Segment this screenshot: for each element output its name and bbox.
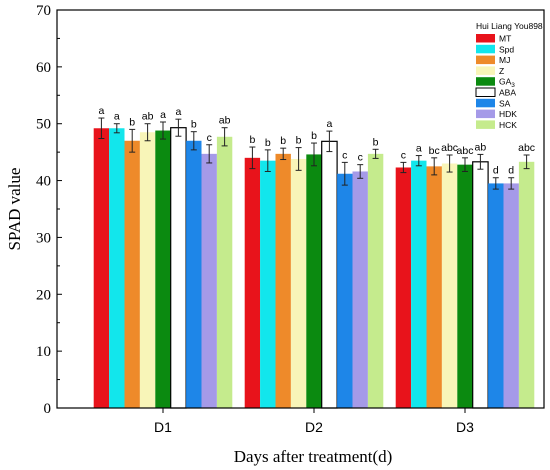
bar-hdk-d2 bbox=[352, 171, 368, 408]
bar-mj-d1 bbox=[124, 140, 140, 408]
bar-sa-d3 bbox=[488, 183, 504, 408]
y-tick-label-60: 60 bbox=[36, 60, 51, 76]
significance-label-sa-d2: c bbox=[342, 149, 347, 161]
significance-label-hck-d1: ab bbox=[219, 115, 231, 127]
significance-label-mt-d1: a bbox=[98, 105, 104, 117]
significance-label-ga3-d2: b bbox=[311, 130, 317, 142]
bar-aba-d2 bbox=[321, 140, 338, 409]
bar-hck-d3 bbox=[518, 161, 535, 408]
bar-spd-d2 bbox=[260, 160, 276, 408]
bar-sa-d1 bbox=[186, 140, 202, 408]
significance-label-mt-d3: c bbox=[401, 149, 406, 161]
significance-label-hdk-d3: d bbox=[508, 165, 514, 177]
significance-label-spd-d2: b bbox=[265, 137, 271, 149]
significance-label-ga3-d3: abc bbox=[457, 145, 474, 157]
x-tick-label-d1: D1 bbox=[154, 419, 172, 435]
legend-label-hdk: HDK bbox=[499, 109, 517, 119]
legend-label-ga3: GA3 bbox=[499, 77, 515, 90]
bar-hdk-d3 bbox=[503, 183, 519, 408]
significance-label-z-d2: b bbox=[296, 135, 302, 147]
significance-label-mt-d2: b bbox=[249, 134, 255, 146]
significance-label-sa-d1: b bbox=[191, 119, 197, 131]
legend-label-z: Z bbox=[499, 66, 504, 76]
legend-swatch-aba bbox=[475, 87, 496, 97]
x-tick-label-d3: D3 bbox=[456, 419, 474, 435]
legend-swatch-hdk bbox=[476, 109, 495, 119]
y-tick-label-70: 70 bbox=[36, 3, 51, 19]
significance-label-hck-d2: b bbox=[373, 136, 379, 148]
significance-label-hdk-d1: c bbox=[207, 132, 212, 144]
significance-label-aba-d2: a bbox=[326, 118, 332, 130]
significance-label-mj-d1: b bbox=[129, 116, 135, 128]
y-tick-label-10: 10 bbox=[36, 344, 51, 360]
y-axis-title: SPAD value bbox=[5, 168, 24, 251]
significance-label-ga3-d1: a bbox=[160, 109, 166, 121]
significance-label-hdk-d2: c bbox=[358, 152, 363, 164]
y-tick-label-50: 50 bbox=[36, 117, 51, 133]
bar-aba-d3 bbox=[472, 161, 489, 409]
bar-mt-d1 bbox=[93, 128, 110, 408]
significance-label-z-d1: ab bbox=[142, 111, 154, 123]
significance-label-spd-d3: a bbox=[416, 143, 422, 155]
legend-label-hck: HCK bbox=[499, 120, 517, 130]
y-tick-label-30: 30 bbox=[36, 230, 51, 246]
bar-z-d2 bbox=[290, 158, 307, 408]
bar-z-d1 bbox=[139, 132, 156, 409]
bar-hck-d1 bbox=[216, 136, 233, 409]
y-tick-label-40: 40 bbox=[36, 174, 51, 190]
significance-label-hck-d3: abc bbox=[518, 142, 535, 154]
legend-swatch-sa bbox=[476, 98, 495, 108]
x-axis-title: Days after treatment(d) bbox=[234, 447, 393, 466]
significance-label-aba-d1: a bbox=[175, 106, 181, 118]
legend-swatch-z bbox=[476, 66, 495, 75]
legend-label-sa: SA bbox=[499, 98, 511, 108]
legend-swatch-hck bbox=[476, 120, 495, 129]
y-tick-label-20: 20 bbox=[36, 287, 51, 303]
bar-mt-d3 bbox=[395, 167, 412, 408]
bar-hdk-d1 bbox=[201, 153, 217, 408]
bar-mj-d3 bbox=[426, 166, 442, 408]
significance-label-aba-d3: ab bbox=[475, 141, 487, 153]
bar-hck-d2 bbox=[367, 153, 384, 408]
legend-swatch-spd bbox=[476, 44, 495, 54]
significance-label-mj-d2: b bbox=[280, 135, 286, 147]
bar-ga3-d3 bbox=[457, 164, 473, 408]
significance-label-sa-d3: d bbox=[493, 165, 499, 177]
legend-swatch-ga3 bbox=[476, 77, 495, 86]
y-tick-label-0: 0 bbox=[44, 401, 52, 417]
bar-ga3-d2 bbox=[306, 154, 322, 408]
significance-label-spd-d1: a bbox=[114, 111, 120, 123]
legend-swatch-mt bbox=[476, 34, 495, 43]
bar-sa-d2 bbox=[337, 173, 353, 408]
x-tick-label-d2: D2 bbox=[305, 419, 323, 435]
bar-aba-d1 bbox=[170, 127, 187, 409]
bar-ga3-d1 bbox=[155, 130, 171, 409]
bar-mj-d2 bbox=[275, 153, 291, 408]
legend-label-mt: MT bbox=[499, 34, 511, 44]
bar-spd-d3 bbox=[411, 160, 427, 408]
bar-z-d3 bbox=[441, 163, 458, 408]
significance-label-z-d3: abc bbox=[441, 142, 458, 154]
bar-spd-d1 bbox=[109, 128, 125, 408]
significance-label-mj-d3: bc bbox=[429, 145, 440, 157]
legend-title: Hui Liang You898 bbox=[476, 21, 543, 31]
legend-label-mj: MJ bbox=[499, 55, 510, 65]
legend-swatch-mj bbox=[476, 55, 495, 65]
legend-label-spd: Spd bbox=[499, 44, 514, 54]
legend-label-aba: ABA bbox=[499, 88, 516, 98]
bar-mt-d2 bbox=[244, 157, 261, 408]
